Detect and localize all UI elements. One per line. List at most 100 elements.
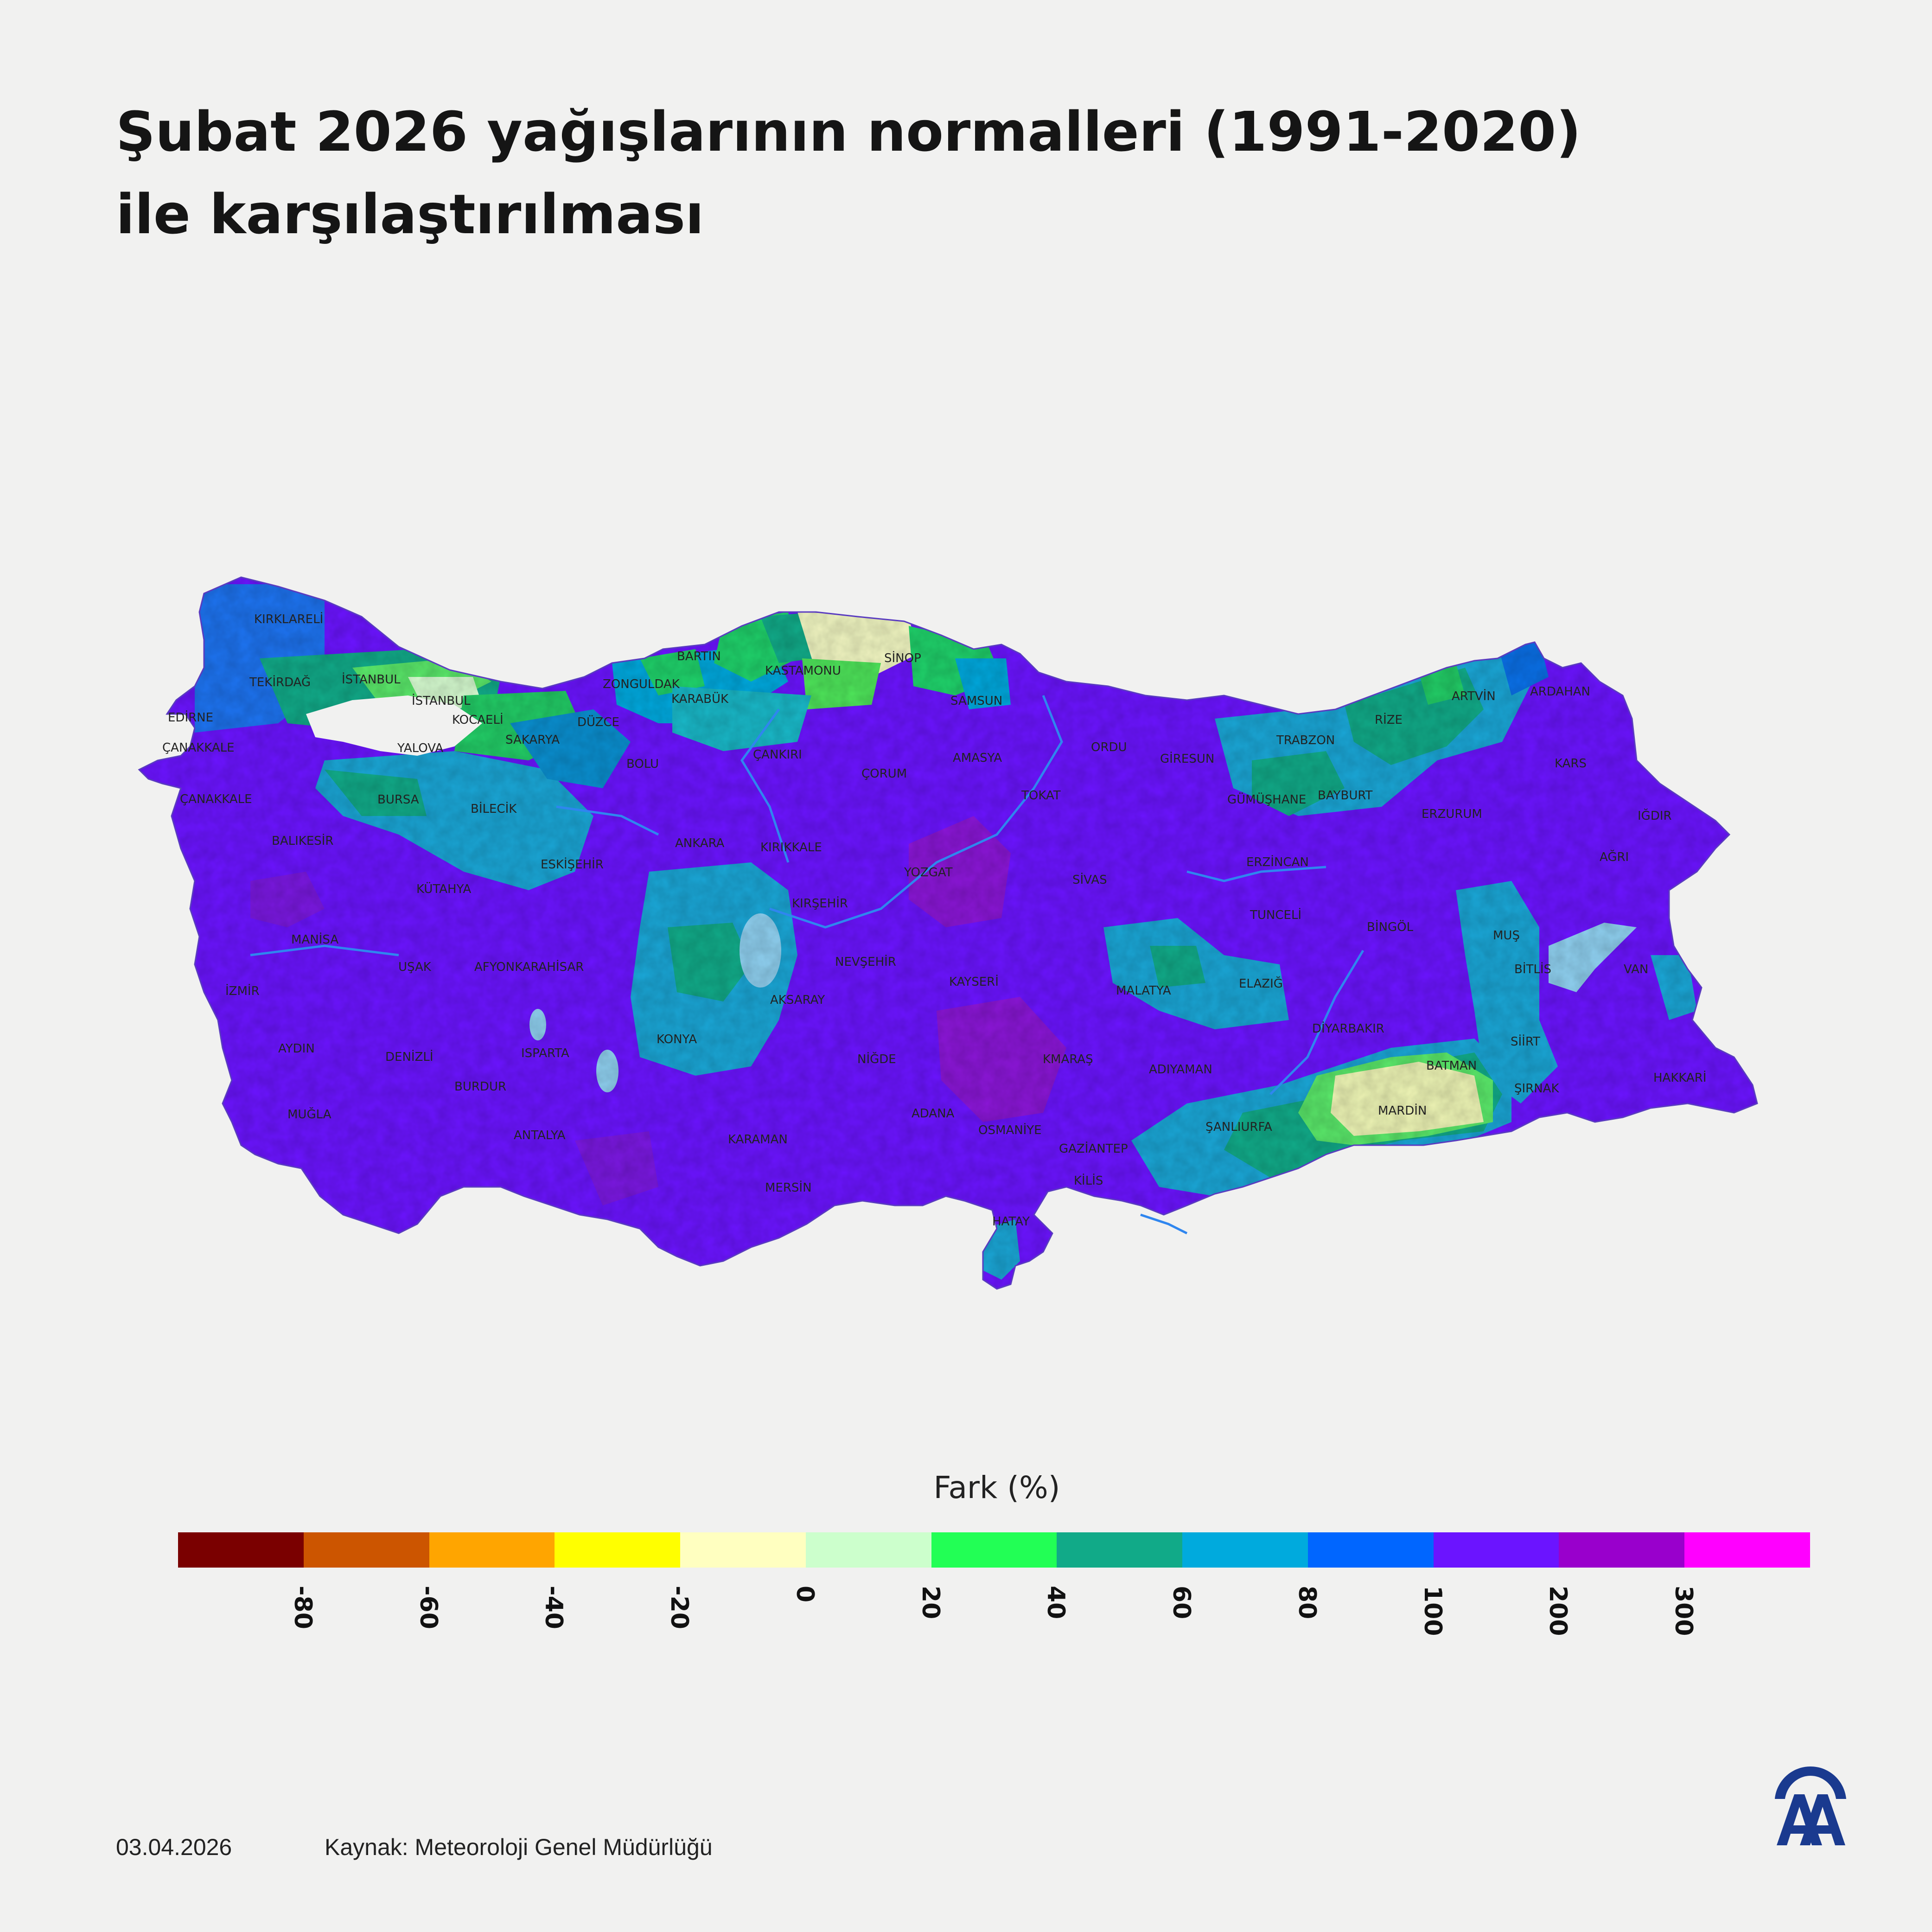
province-label: KMARAŞ xyxy=(1043,1052,1093,1066)
province-label: BİNGÖL xyxy=(1367,919,1414,934)
province-label: ARTVİN xyxy=(1452,689,1496,703)
province-label: MERSİN xyxy=(765,1180,812,1195)
province-label: ERZURUM xyxy=(1422,807,1482,821)
province-label: AYDIN xyxy=(278,1042,315,1056)
legend-tick-label: -40 xyxy=(540,1586,568,1629)
province-label: MALATYA xyxy=(1116,984,1171,998)
province-label: EDİRNE xyxy=(168,710,213,725)
legend-tick-label: -60 xyxy=(414,1586,442,1629)
province-label: NEVŞEHİR xyxy=(835,954,896,969)
province-label: GÜMÜŞHANE xyxy=(1227,792,1306,807)
province-label: TEKİRDAĞ xyxy=(249,675,311,689)
legend-swatch xyxy=(1559,1532,1685,1568)
province-label: KARS xyxy=(1555,757,1587,771)
province-label: BURDUR xyxy=(454,1080,506,1094)
province-label: HATAY xyxy=(992,1215,1030,1229)
province-label: İSTANBUL xyxy=(412,693,471,708)
province-label: ANKARA xyxy=(675,836,725,850)
province-label: MANİSA xyxy=(291,932,338,947)
province-label: ESKİŞEHİR xyxy=(541,857,604,872)
province-label: DÜZCE xyxy=(577,714,619,729)
province-label: KAYSERİ xyxy=(949,974,999,989)
province-label: ZONGULDAK xyxy=(603,677,680,691)
province-label: YOZGAT xyxy=(904,866,953,880)
legend-tick-label: -20 xyxy=(665,1586,694,1629)
province-label: GİRESUN xyxy=(1160,751,1214,766)
province-label: BİTLİS xyxy=(1514,962,1551,976)
title-line-2: ile karşılaştırılması xyxy=(116,182,704,246)
legend-tick-label: 300 xyxy=(1670,1586,1698,1636)
province-label: HAKKARİ xyxy=(1653,1070,1707,1085)
province-label: ORDU xyxy=(1091,740,1127,754)
province-label: KONYA xyxy=(657,1033,697,1046)
publish-date: 03.04.2026 xyxy=(116,1834,232,1860)
legend-swatch xyxy=(555,1532,681,1568)
aa-logo-icon xyxy=(1775,1766,1846,1845)
province-label: BİLECİK xyxy=(471,801,517,816)
province-label: DENİZLİ xyxy=(385,1049,434,1064)
legend-tick-label: 20 xyxy=(916,1586,944,1620)
province-label: AMASYA xyxy=(953,751,1002,765)
province-label: RİZE xyxy=(1375,712,1403,727)
province-label: ÇANKIRI xyxy=(753,748,802,762)
province-label: OSMANİYE xyxy=(978,1122,1042,1137)
province-label: NİĞDE xyxy=(857,1052,896,1066)
province-label: TUNCELİ xyxy=(1250,907,1301,922)
legend-title: Fark (%) xyxy=(933,1470,1060,1505)
province-label: ADIYAMAN xyxy=(1149,1063,1212,1077)
legend-tick-label: 80 xyxy=(1293,1586,1321,1620)
province-label: SAKARYA xyxy=(505,733,560,747)
legend-swatch xyxy=(178,1532,304,1568)
source-credit: Kaynak: Meteoroloji Genel Müdürlüğü xyxy=(325,1834,713,1860)
province-label: MARDİN xyxy=(1378,1103,1427,1118)
province-label: AĞRI xyxy=(1600,849,1629,864)
legend-color-scale xyxy=(178,1532,1810,1568)
province-label: İSTANBUL xyxy=(342,672,401,687)
province-label: SİVAS xyxy=(1072,872,1107,887)
province-label: ŞIRNAK xyxy=(1514,1082,1559,1096)
sea-of-marmara xyxy=(306,695,482,756)
legend-tick-label: 0 xyxy=(791,1586,819,1603)
province-label: TOKAT xyxy=(1021,789,1061,803)
legend-tick-label: -80 xyxy=(288,1586,317,1629)
province-label: SİNOP xyxy=(884,650,921,665)
province-label: ÇANAKKALE xyxy=(162,741,235,755)
legend-swatch xyxy=(1307,1532,1434,1568)
province-label: ELAZIĞ xyxy=(1239,976,1283,991)
province-label: KÜTAHYA xyxy=(416,881,471,896)
province-label: KARABÜK xyxy=(671,691,729,706)
province-label: BARTIN xyxy=(677,650,721,663)
page-title: Şubat 2026 yağışlarının normalleri (1991… xyxy=(116,90,1785,255)
province-label: ŞANLIURFA xyxy=(1205,1120,1272,1134)
legend-swatch xyxy=(1182,1532,1308,1568)
legend-swatch xyxy=(1057,1532,1183,1568)
legend-swatch xyxy=(303,1532,429,1568)
province-label: KİLİS xyxy=(1074,1173,1103,1188)
legend-tick-label: 200 xyxy=(1544,1586,1572,1636)
province-label: BURSA xyxy=(377,793,419,807)
province-label: UŞAK xyxy=(398,960,432,974)
province-label: ÇORUM xyxy=(861,767,907,781)
legend-swatch xyxy=(1433,1532,1559,1568)
province-label: ADANA xyxy=(912,1107,955,1121)
legend-tick-label: 60 xyxy=(1167,1586,1196,1620)
province-labels: KIRKLARELİ EDİRNE TEKİRDAĞ İSTANBUL İSTA… xyxy=(162,612,1707,1229)
province-label: BATMAN xyxy=(1426,1059,1477,1073)
province-label: KOCAELİ xyxy=(452,712,504,727)
province-label: ARDAHAN xyxy=(1530,685,1590,699)
province-label: KIRŞEHİR xyxy=(792,896,848,911)
legend-swatch xyxy=(680,1532,806,1568)
rivers xyxy=(250,695,1365,1235)
province-label: KASTAMONU xyxy=(765,664,841,678)
turkey-precipitation-map: KIRKLARELİ EDİRNE TEKİRDAĞ İSTANBUL İSTA… xyxy=(138,576,1758,1290)
legend-swatch xyxy=(931,1532,1057,1568)
province-label: ÇANAKKALE xyxy=(180,792,252,806)
province-label: MUĞLA xyxy=(287,1107,332,1122)
province-label: AFYONKARAHİSAR xyxy=(474,959,584,974)
legend-swatch xyxy=(805,1532,931,1568)
province-label: ISPARTA xyxy=(521,1046,569,1060)
coastline xyxy=(138,576,1758,1290)
province-label: YALOVA xyxy=(397,741,443,755)
province-label: İZMİR xyxy=(225,983,260,998)
title-line-1: Şubat 2026 yağışlarının normalleri (1991… xyxy=(116,100,1581,164)
